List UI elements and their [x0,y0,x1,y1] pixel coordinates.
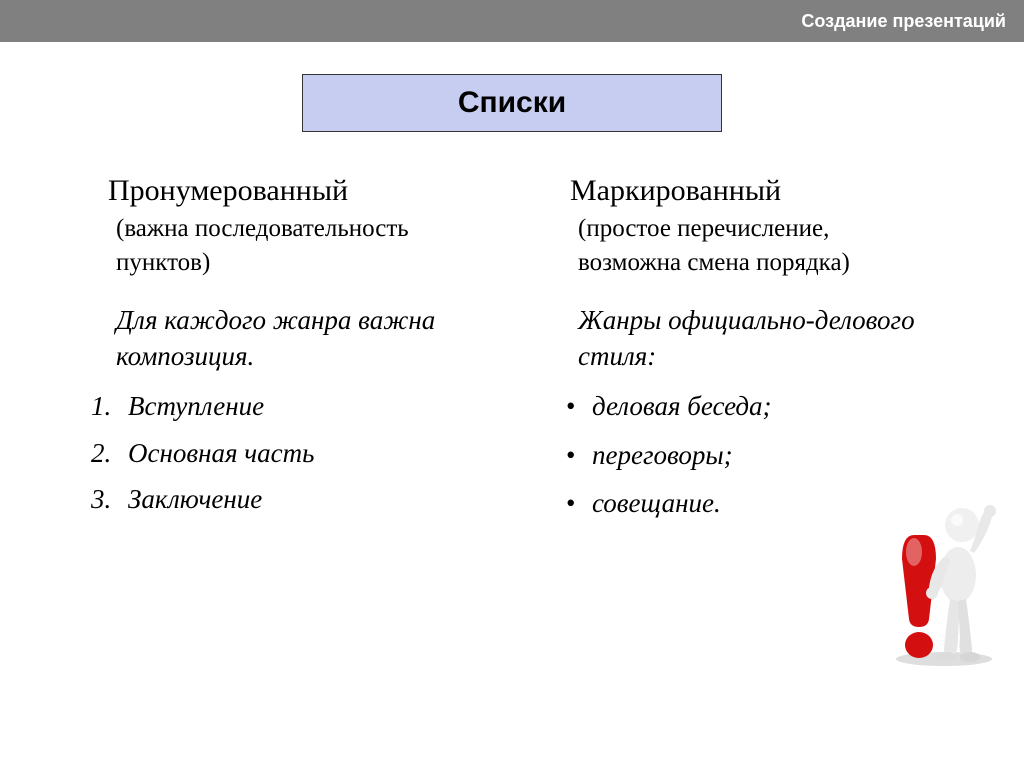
slide-title: Списки [458,86,566,120]
left-column: Пронумерованный (важна последовательност… [80,174,502,534]
list-item: Заключение [118,481,502,517]
right-heading: Маркированный [570,174,964,208]
header-label: Создание презентаций [801,11,1006,32]
title-box: Списки [302,74,722,132]
left-subheading: (важна последовательность пунктов) [116,212,476,280]
left-heading: Пронумерованный [108,174,502,208]
right-column: Маркированный (простое перечисление, воз… [542,174,964,534]
list-item: деловая беседа; [562,388,964,424]
list-item: Вступление [118,388,502,424]
left-intro: Для каждого жанра важна композиция. [116,302,476,375]
content-columns: Пронумерованный (важна последовательност… [0,174,1024,534]
mascot-figure [874,487,1004,667]
list-item: Основная часть [118,435,502,471]
right-intro: Жанры официально-делового стиля: [578,302,938,375]
list-item: переговоры; [562,437,964,473]
right-subheading: (простое перечисление, возможна смена по… [578,212,938,280]
header-bar: Создание презентаций [0,0,1024,42]
numbered-list: Вступление Основная часть Заключение [118,388,502,517]
